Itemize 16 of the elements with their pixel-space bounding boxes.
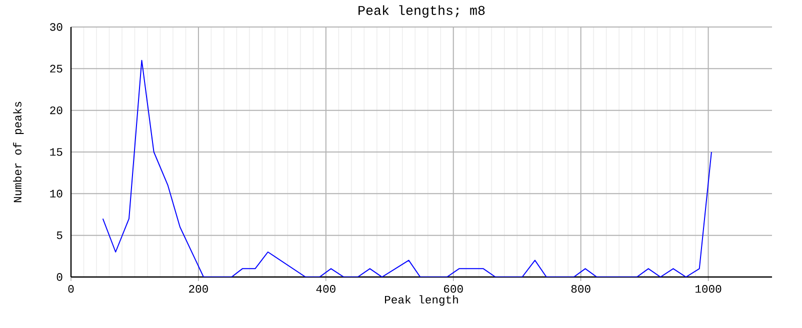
x-tick-label: 0 bbox=[68, 285, 74, 293]
y-tick-label: 0 bbox=[56, 273, 62, 281]
y-tick-label: 30 bbox=[50, 23, 62, 31]
y-tick-label: 25 bbox=[50, 64, 62, 73]
y-axis-title: Number of peaks bbox=[13, 102, 24, 202]
y-tick-label: 20 bbox=[50, 106, 62, 114]
x-tick-label: 600 bbox=[444, 285, 463, 293]
chart-title: Peak lengths; m8 bbox=[358, 5, 485, 18]
x-tick-label: 200 bbox=[189, 285, 208, 293]
x-axis-title: Peak length bbox=[385, 295, 458, 306]
x-tick-label: 1000 bbox=[695, 285, 722, 293]
y-tick-label: 5 bbox=[56, 232, 62, 240]
x-tick-label: 800 bbox=[571, 285, 590, 293]
x-tick-label: 400 bbox=[316, 285, 336, 293]
y-tick-label: 10 bbox=[50, 190, 62, 198]
y-tick-label: 15 bbox=[50, 148, 62, 156]
